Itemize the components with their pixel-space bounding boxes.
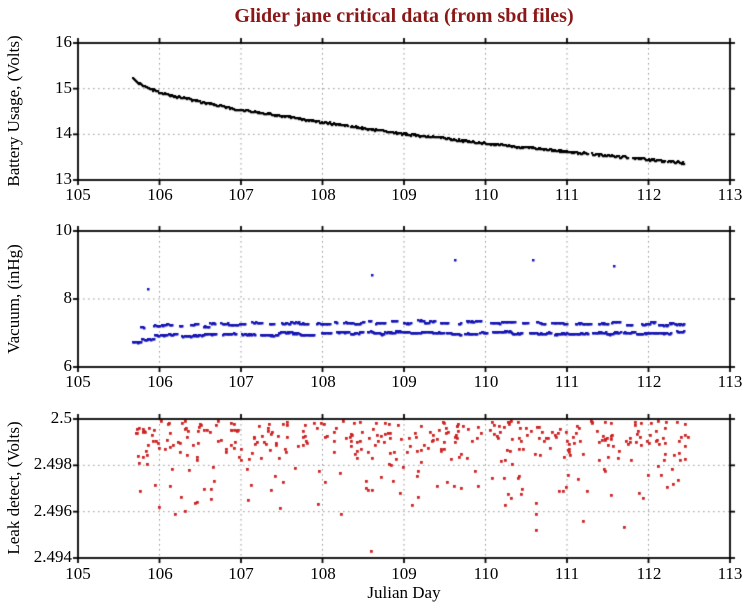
x-tick-label: 111 — [554, 372, 580, 391]
x-tick-label: 105 — [65, 564, 91, 583]
x-tick-label: 106 — [147, 185, 173, 204]
y-tick-label: 2.5 — [50, 408, 72, 428]
y-tick-label: 10 — [55, 220, 72, 240]
y-tick-label: 14 — [55, 123, 72, 143]
x-tick-label: 112 — [636, 564, 662, 583]
x-tick-label: 106 — [147, 564, 173, 583]
x-tick-label: 108 — [310, 372, 336, 391]
x-tick-label: 105 — [65, 372, 91, 391]
y-tick-label: 6 — [63, 356, 73, 376]
leak-plot-canvas — [70, 411, 738, 566]
battery-plot-canvas — [70, 35, 738, 188]
y-tick-label: 2.494 — [33, 547, 72, 567]
leak-y-axis-label: Leak detect, (Volts) — [4, 421, 23, 555]
leak-subplot — [70, 411, 738, 566]
x-tick-label: 110 — [473, 372, 499, 391]
x-axis-title: Julian Day — [367, 583, 441, 602]
y-tick-label: 16 — [55, 32, 72, 52]
x-tick-label: 106 — [147, 372, 173, 391]
battery-y-axis-label: Battery Usage, (Volts) — [4, 35, 23, 187]
y-tick-label: 13 — [55, 169, 72, 189]
y-tick-label: 2.498 — [33, 454, 72, 474]
x-tick-label: 113 — [717, 185, 743, 204]
x-tick-label: 111 — [554, 564, 580, 583]
x-tick-label: 107 — [228, 372, 254, 391]
chart-title: Glider jane critical data (from sbd file… — [234, 5, 574, 27]
x-tick-label: 108 — [310, 185, 336, 204]
x-tick-label: 112 — [636, 372, 662, 391]
x-tick-label: 107 — [228, 564, 254, 583]
x-tick-label: 111 — [554, 185, 580, 204]
y-tick-label: 2.496 — [33, 501, 72, 521]
x-tick-label: 113 — [717, 372, 743, 391]
battery-subplot — [70, 35, 738, 188]
vacuum-y-axis-label: Vacuum, (inHg) — [4, 244, 23, 354]
vacuum-plot-canvas — [70, 223, 738, 375]
vacuum-subplot — [70, 223, 738, 375]
y-tick-label: 15 — [55, 78, 72, 98]
x-tick-label: 113 — [717, 564, 743, 583]
x-tick-label: 110 — [473, 564, 499, 583]
x-tick-label: 112 — [636, 185, 662, 204]
y-tick-label: 8 — [63, 288, 73, 308]
x-tick-label: 110 — [473, 185, 499, 204]
x-tick-label: 108 — [310, 564, 336, 583]
x-tick-label: 109 — [391, 185, 417, 204]
x-tick-label: 109 — [391, 372, 417, 391]
x-tick-label: 109 — [391, 564, 417, 583]
x-tick-label: 107 — [228, 185, 254, 204]
x-tick-label: 105 — [65, 185, 91, 204]
